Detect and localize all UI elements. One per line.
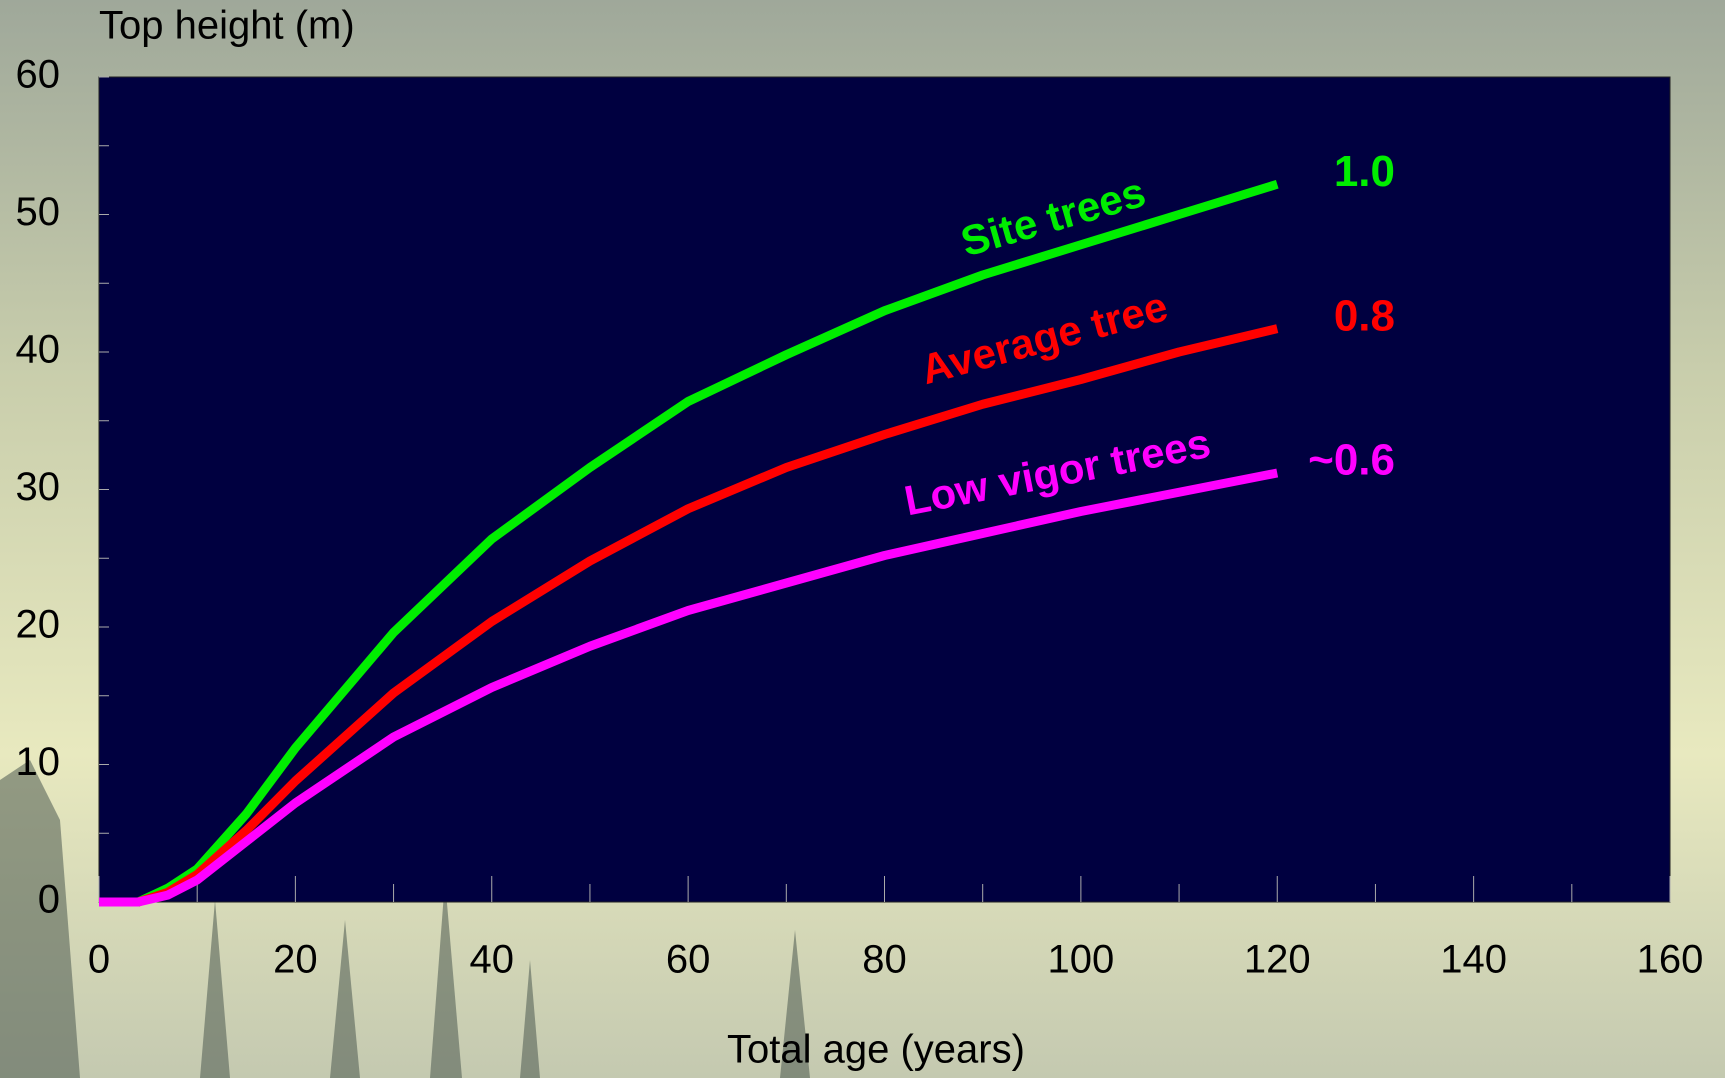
x-tick-label: 100 bbox=[1048, 938, 1115, 982]
end-label: 1.0 bbox=[1334, 147, 1395, 196]
tree-silhouettes bbox=[0, 760, 810, 1078]
y-axis-title: Top height (m) bbox=[99, 4, 355, 48]
x-tick-label: 20 bbox=[273, 938, 318, 982]
x-tick-label: 40 bbox=[470, 938, 515, 982]
y-tick-label: 30 bbox=[16, 465, 61, 509]
y-tick-label: 50 bbox=[16, 190, 61, 234]
plot-area bbox=[98, 76, 1671, 903]
y-tick-label: 60 bbox=[16, 53, 61, 97]
y-tick-label: 0 bbox=[38, 878, 60, 922]
x-tick-label: 140 bbox=[1440, 938, 1507, 982]
y-tick-label: 40 bbox=[16, 328, 61, 372]
series-line bbox=[99, 468, 1279, 907]
x-tick-label: 0 bbox=[88, 938, 110, 982]
end-label: ~0.6 bbox=[1308, 436, 1395, 485]
x-tick-label: 80 bbox=[862, 938, 907, 982]
x-axis-title: Total age (years) bbox=[727, 1028, 1025, 1072]
y-tick-label: 20 bbox=[16, 603, 61, 647]
x-tick-label: 60 bbox=[666, 938, 711, 982]
x-tick-label: 160 bbox=[1637, 938, 1704, 982]
x-tick-label: 120 bbox=[1244, 938, 1311, 982]
end-label: 0.8 bbox=[1334, 291, 1395, 340]
y-tick-label: 10 bbox=[16, 740, 61, 784]
